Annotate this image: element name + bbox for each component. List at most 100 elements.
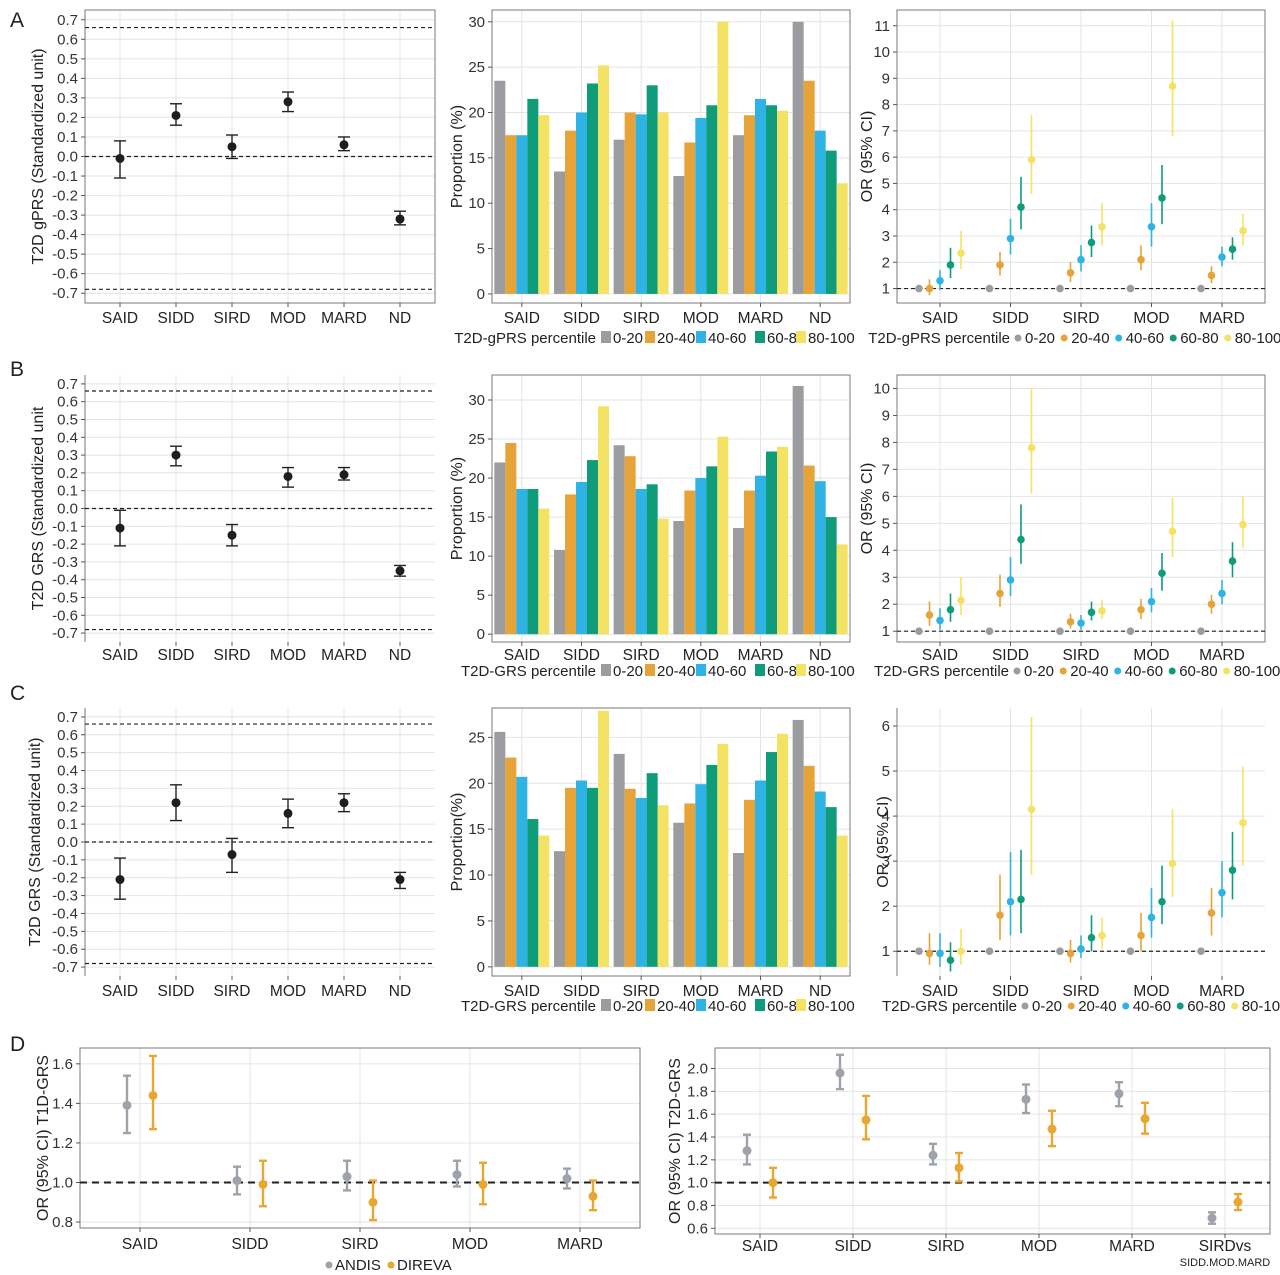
x-tick-label: SAID (922, 647, 958, 664)
y-tick-label: 0.8 (52, 1214, 73, 1231)
x-tick-label: MOD (270, 983, 306, 1000)
data-point (1056, 947, 1064, 956)
panel-label-c: C (10, 682, 25, 705)
plot-frame (491, 374, 851, 643)
legend-marker (1115, 334, 1123, 342)
data-point (115, 875, 125, 885)
bar (825, 150, 837, 294)
y-tick-label: 0.8 (687, 1197, 708, 1214)
data-point (954, 1163, 964, 1173)
plot-frame (714, 1047, 1271, 1235)
x-tick-label: MOD (270, 310, 306, 327)
bar (814, 130, 826, 294)
legend: ANDIS DIREVA (325, 1257, 452, 1274)
data-point (1077, 945, 1085, 953)
y-tick-label: 0.4 (57, 429, 78, 446)
bar (505, 757, 517, 967)
bar (538, 835, 550, 967)
panel-label-a: A (10, 9, 24, 32)
bar (717, 436, 729, 635)
data-point (122, 1100, 132, 1110)
legend-swatch (601, 664, 611, 676)
x-tick-label: MARD (1199, 310, 1245, 327)
y-tick-label: 8 (882, 434, 890, 451)
bar (744, 115, 755, 294)
bar (814, 791, 826, 967)
bar (684, 803, 696, 967)
data-point (227, 142, 237, 152)
bar (576, 112, 587, 294)
bar (814, 481, 826, 635)
legend-marker (1059, 667, 1067, 675)
bar (554, 171, 565, 294)
bar (657, 112, 669, 294)
y-axis-title: Proportion (%) (449, 457, 466, 560)
data-point (1137, 931, 1145, 940)
data-point (1218, 253, 1226, 261)
bar (766, 451, 777, 635)
bar (803, 465, 815, 635)
y-tick-label: 0.3 (57, 90, 78, 107)
data-point (1126, 947, 1135, 956)
bar (598, 65, 609, 294)
y-tick-label: 0.5 (57, 745, 78, 762)
data-point (936, 616, 944, 625)
x-tick-label: MARD (557, 1236, 603, 1253)
legend-swatch (755, 664, 765, 676)
legend-label: ANDIS (335, 1257, 381, 1274)
data-point (115, 153, 125, 163)
y-tick-label: 3 (882, 569, 890, 586)
legend-label: 40-60 (1125, 663, 1163, 680)
y-tick-label: -0.6 (52, 607, 78, 624)
y-tick-label: 0.4 (57, 763, 78, 780)
bar (527, 488, 539, 635)
legend-label: 40-60 (1133, 998, 1171, 1015)
data-point (1239, 819, 1247, 827)
bar (792, 719, 804, 967)
legend-title: T2D-gPRS percentile (454, 330, 596, 347)
data-point (1047, 1124, 1057, 1134)
y-axis-title: T2D GRS (Standardized unit (30, 406, 47, 610)
bar (695, 478, 707, 635)
y-tick-label: 10 (468, 867, 485, 884)
bar (733, 853, 744, 967)
x-tick-label: SIRD (1062, 310, 1099, 327)
y-tick-label: 4 (882, 542, 890, 559)
y-tick-label: -0.6 (52, 266, 78, 283)
legend-marker (1223, 667, 1231, 675)
data-point (1168, 82, 1177, 91)
chart-b1: 0.70.60.50.40.30.20.10.0-0.1-0.2-0.3-0.4… (30, 375, 435, 664)
y-tick-label: 0.1 (57, 483, 78, 500)
legend-label: 0-20 (1032, 998, 1062, 1015)
x-tick-label: SAID (102, 310, 138, 327)
x-tick-label: SIDD (563, 983, 600, 1000)
y-tick-label: 0.2 (57, 465, 78, 482)
x-tick-label: SIRD (341, 1236, 378, 1253)
bar (792, 385, 804, 635)
data-point (1147, 913, 1156, 922)
legend-marker (1224, 334, 1232, 342)
data-point (1087, 238, 1096, 247)
x-tick-label: MOD (683, 310, 719, 327)
legend-swatch (601, 999, 611, 1011)
legend-marker (1176, 1002, 1184, 1010)
legend-label: 20-40 (657, 998, 695, 1015)
x-tick-label: MARD (321, 310, 367, 327)
data-point (1197, 947, 1205, 956)
legend: T2D-GRS percentile 0-20 20-40 40-60 60-80 80-… (461, 663, 855, 680)
bar (576, 481, 587, 635)
bar (673, 520, 685, 635)
bar (646, 85, 658, 294)
x-tick-label: MOD (683, 647, 719, 664)
x-tick-label: MOD (1021, 1238, 1057, 1255)
data-point (925, 611, 934, 619)
legend-label: 40-60 (1126, 330, 1164, 347)
y-tick-label: 1.4 (52, 1095, 73, 1112)
y-tick-label: 7 (882, 461, 890, 478)
legend-label: 60-80 (1179, 663, 1217, 680)
data-point (368, 1197, 378, 1207)
x-tick-label: SIRD (213, 983, 250, 1000)
y-tick-label: 6 (882, 718, 890, 735)
y-tick-label: 0.6 (57, 31, 78, 48)
